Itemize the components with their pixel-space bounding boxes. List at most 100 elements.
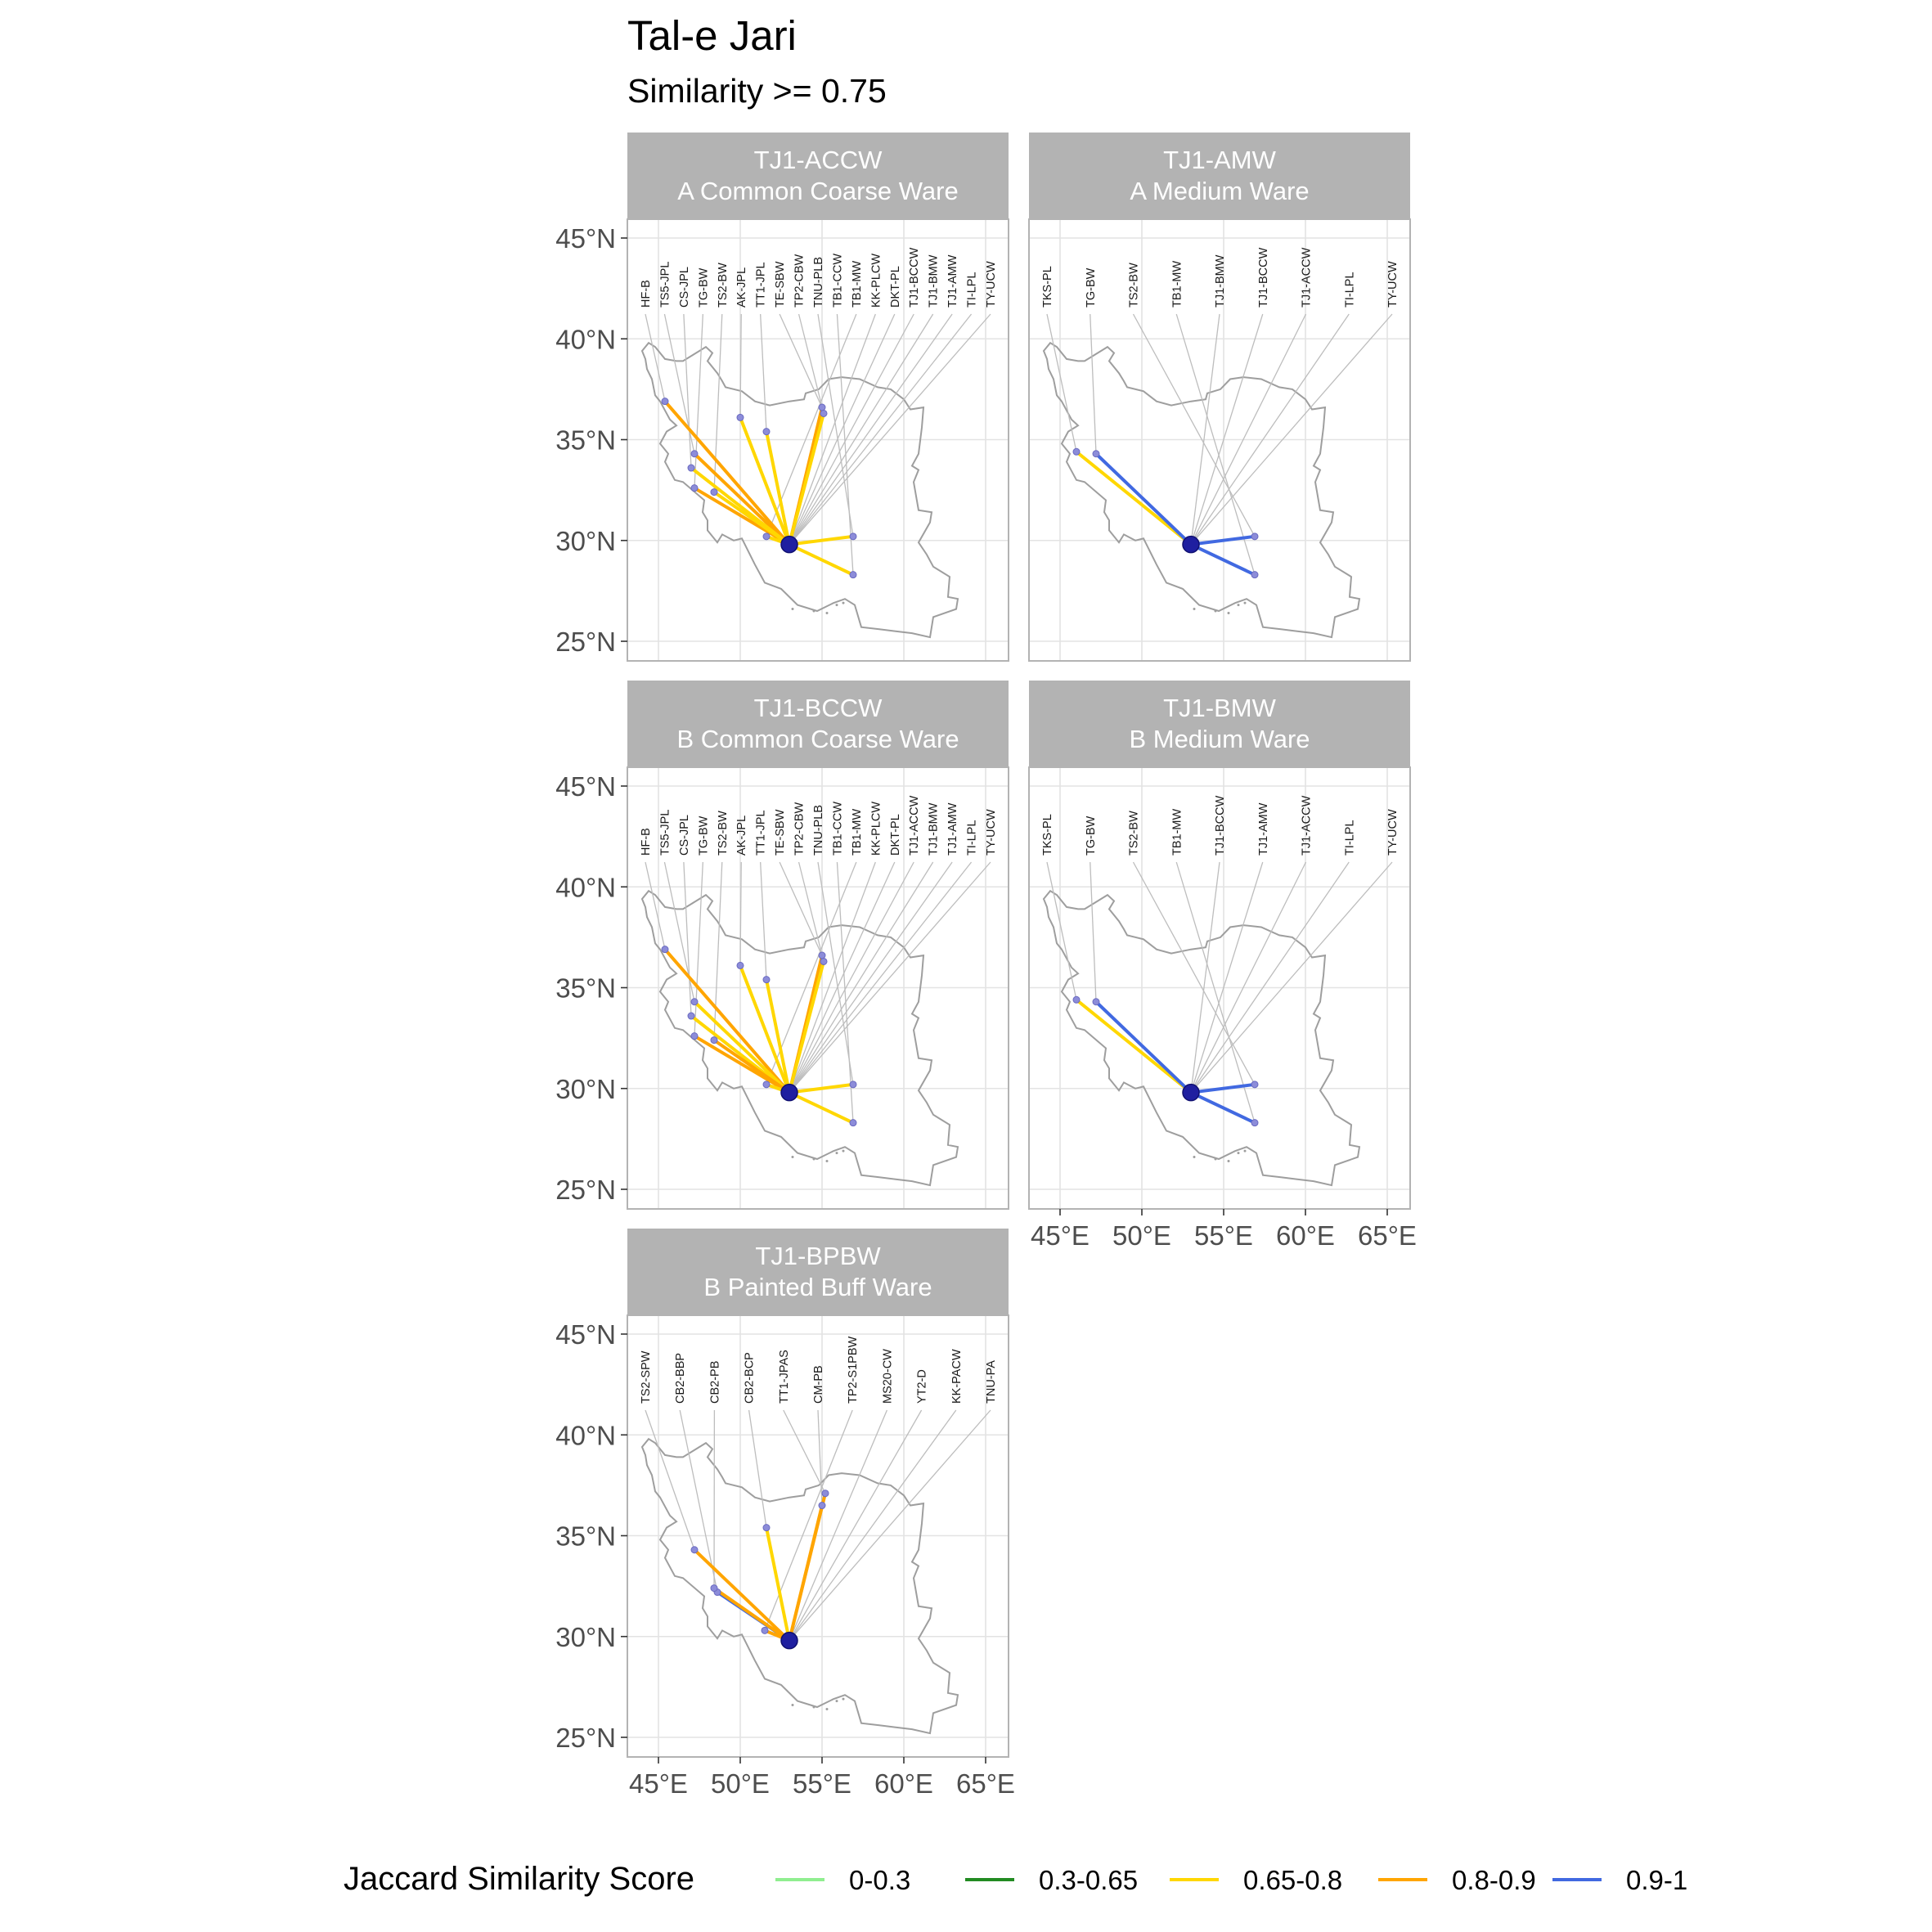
y-tick-label: 30°N: [555, 526, 616, 556]
site-label: TKS-PL: [1041, 814, 1054, 856]
site-labels: TKS-PL TG-BW TS2-BW TB1-MW TJ1-BCCW TJ1-AMW TJ…: [1041, 795, 1400, 856]
leader-lines: [1046, 313, 1393, 575]
strip-subtitle: B Medium Ware: [1129, 725, 1310, 753]
similarity-link: [1189, 534, 1256, 546]
leader-line: [713, 313, 723, 492]
island-mark: [1214, 609, 1217, 613]
site-dot: [1072, 447, 1081, 456]
site-label: KK-PLCW: [869, 802, 883, 856]
site-dot: [736, 413, 744, 421]
island-mark: [791, 1704, 794, 1707]
island-mark: [1243, 1149, 1247, 1152]
site-dot: [687, 464, 695, 472]
page-subtitle: Similarity >= 0.75: [627, 72, 887, 110]
leader-line: [1046, 861, 1077, 1000]
site-dot: [762, 1524, 771, 1532]
leader-line: [748, 1409, 767, 1528]
site-dot: [821, 1489, 829, 1498]
site-label: TB1-MW: [851, 809, 864, 856]
site-label: TJ1-AMW: [946, 254, 959, 308]
leader-line: [739, 313, 742, 418]
legend-label: 0.9-1: [1626, 1865, 1687, 1895]
site-label: TG-BW: [1085, 815, 1098, 856]
site-label: TS2-BW: [1128, 263, 1141, 308]
leader-line: [760, 861, 767, 980]
leader-lines: [645, 313, 991, 575]
site-label: TY-UCW: [1386, 809, 1400, 856]
site-dot: [1092, 998, 1100, 1006]
site-label: CM-PB: [812, 1365, 825, 1404]
site-dot: [710, 1036, 718, 1045]
leader-line: [836, 313, 854, 575]
facet-panel-tj1-bmw: TJ1-BMW B Medium Ware TKS-PL TG-BW TS2-BW TB1…: [1028, 681, 1417, 1251]
similarity-link: [739, 416, 791, 546]
site-label: AK-JPL: [735, 267, 748, 308]
site-label: CB2-BCP: [744, 1352, 757, 1404]
leader-line: [789, 313, 876, 545]
site-label: TJ1-BCCW: [1257, 247, 1270, 308]
origin-site-marker: [780, 535, 798, 554]
site-label: TB1-MW: [1170, 261, 1184, 308]
y-tick-label: 35°N: [555, 425, 616, 456]
y-tick-label: 40°N: [555, 324, 616, 354]
similarity-links: [693, 1491, 827, 1642]
leader-lines: [645, 861, 991, 1123]
similarity-link: [765, 977, 791, 1094]
legend-label: 0.8-0.9: [1452, 1865, 1536, 1895]
leader-line: [783, 1409, 826, 1494]
leader-line: [789, 861, 876, 1093]
site-label: TY-UCW: [1386, 261, 1400, 308]
y-tick-label: 45°N: [555, 223, 616, 254]
site-label: TS5-JPL: [658, 810, 672, 856]
similarity-link: [693, 1548, 791, 1642]
site-label: MS20-CW: [881, 1349, 894, 1404]
panel-border: [1028, 766, 1411, 1210]
site-dot: [762, 428, 771, 436]
origin-site-marker: [780, 1083, 798, 1102]
facet-panel-tj1-amw: TJ1-AMW A Medium Ware TKS-PL TG-BW TS2-BW TB1…: [1028, 133, 1411, 662]
y-tick-label: 25°N: [555, 627, 616, 657]
leader-line: [683, 861, 692, 1017]
site-label: TB1-CCW: [831, 254, 844, 308]
site-dot: [690, 1546, 699, 1554]
leader-line: [739, 861, 742, 966]
site-label: CB2-PB: [708, 1361, 721, 1404]
legend-label: 0-0.3: [849, 1865, 910, 1895]
similarity-link: [765, 429, 791, 546]
similarity-link: [788, 534, 855, 546]
leader-line: [1190, 313, 1307, 545]
leader-line: [1132, 861, 1256, 1085]
legend-label: 0.65-0.8: [1243, 1865, 1342, 1895]
site-label: TJ1-BMW: [928, 254, 941, 308]
site-label: TE-SBW: [774, 261, 787, 308]
legend-label: 0.3-0.65: [1039, 1865, 1138, 1895]
leader-line: [789, 861, 934, 1094]
island-mark: [1243, 601, 1247, 604]
island-mark: [791, 1156, 794, 1159]
island-mark: [825, 1707, 829, 1710]
iran-outline: [1042, 341, 1361, 639]
site-dot: [690, 998, 699, 1006]
site-label: TI-LPL: [966, 272, 979, 308]
site-label: TS2-BW: [1128, 811, 1141, 856]
leader-line: [760, 313, 767, 432]
island-mark: [812, 1705, 815, 1709]
legend-title: Jaccard Similarity Score: [344, 1861, 694, 1897]
leader-line: [798, 861, 824, 962]
leader-line: [1190, 861, 1220, 1093]
site-label: TNU-PLB: [812, 805, 825, 856]
leader-line: [789, 1409, 957, 1642]
iran-outline: [1042, 889, 1361, 1187]
similarity-link: [1094, 1000, 1193, 1094]
leader-line: [683, 313, 692, 469]
island-mark: [1227, 611, 1230, 614]
site-label: TJ1-AMW: [946, 802, 959, 856]
island-mark: [1193, 608, 1196, 611]
site-label: TJ1-BCCW: [1214, 795, 1227, 856]
similarity-link: [663, 947, 791, 1094]
similarity-links: [1075, 450, 1256, 577]
site-label: TS2-SPW: [640, 1350, 653, 1404]
leader-line: [798, 313, 824, 414]
similarity-link: [1189, 542, 1256, 577]
